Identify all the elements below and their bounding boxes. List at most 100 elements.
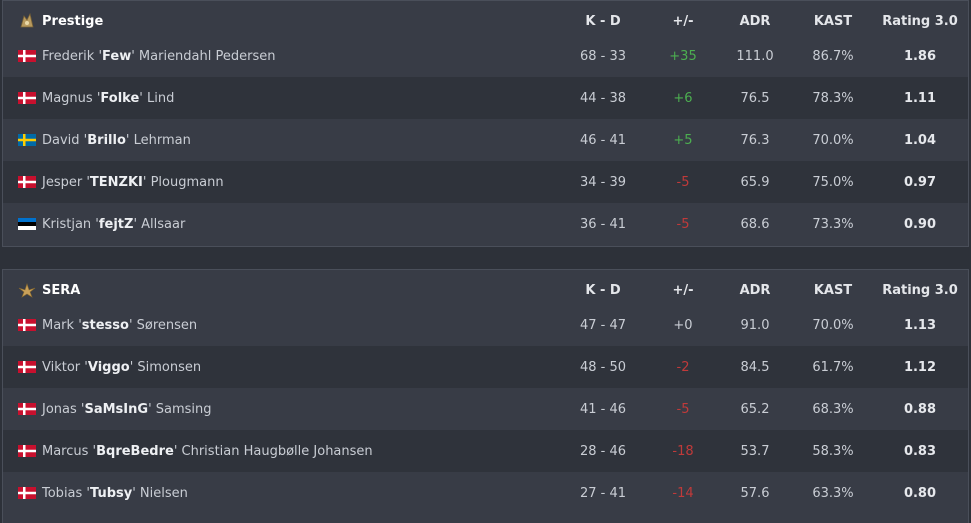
player-row: Mark ' stesso ' Sørensen 47 - 47 +0 91.0 7… — [3, 304, 968, 346]
player-nickname: Viggo — [87, 359, 130, 375]
kast-value: 70.0% — [812, 132, 854, 148]
rating-value: 0.80 — [903, 485, 937, 501]
prestige-logo-icon — [18, 12, 36, 30]
player-first-name: Kristjan ' — [42, 216, 99, 232]
player-first-name: David ' — [42, 132, 88, 148]
kd-value: 68 - 33 — [579, 48, 627, 64]
player-row: Jonas ' SaMsInG ' Samsing 41 - 46 -5 65.2 … — [3, 388, 968, 430]
player-row: David ' Brillo ' Lehrman 46 - 41 +5 76.3 7… — [3, 119, 968, 161]
player-first-name: Marcus ' — [42, 443, 97, 459]
plus-minus-value: +35 — [669, 48, 697, 64]
kd-value: 46 - 41 — [579, 132, 627, 148]
kast-value: 73.3% — [812, 216, 854, 232]
plus-minus-value: +0 — [673, 317, 693, 333]
team-header: SERA — [18, 270, 80, 310]
player-nickname: fejtZ — [98, 216, 134, 232]
player-name[interactable]: Jesper ' TENZKI ' Plougmann — [18, 161, 224, 203]
player-name[interactable]: Frederik ' Few ' Mariendahl Pedersen — [18, 35, 275, 77]
column-header-kd: K - D — [585, 282, 621, 298]
player-first-name: Magnus ' — [42, 90, 101, 106]
denmark-flag-icon — [18, 50, 36, 62]
player-last-name: ' Nielsen — [132, 485, 188, 501]
rating-value: 0.88 — [903, 401, 937, 417]
rating-value: 1.04 — [903, 132, 937, 148]
denmark-flag-icon — [18, 319, 36, 331]
denmark-flag-icon — [18, 176, 36, 188]
player-last-name: ' Christian Haugbølle Johansen — [173, 443, 373, 459]
player-name[interactable]: Kristjan ' fejtZ ' Allsaar — [18, 203, 185, 245]
rating-value: 1.12 — [903, 359, 937, 375]
player-last-name: ' Plougmann — [142, 174, 224, 190]
denmark-flag-icon — [18, 487, 36, 499]
player-row: Kristjan ' fejtZ ' Allsaar 36 - 41 -5 68.6… — [3, 203, 968, 245]
kd-value: 48 - 50 — [579, 359, 627, 375]
adr-value: 91.0 — [740, 317, 770, 333]
kd-value: 41 - 46 — [579, 401, 627, 417]
player-first-name: Tobias ' — [42, 485, 90, 501]
player-first-name: Frederik ' — [42, 48, 103, 64]
kast-value: 63.3% — [812, 485, 854, 501]
player-name[interactable]: Mark ' stesso ' Sørensen — [18, 304, 197, 346]
column-header-adr: ADR — [739, 13, 771, 29]
player-nickname: Tubsy — [90, 485, 133, 501]
kast-value: 75.0% — [812, 174, 854, 190]
denmark-flag-icon — [18, 92, 36, 104]
plus-minus-value: -18 — [672, 443, 694, 459]
player-row: Tobias ' Tubsy ' Nielsen 27 - 41 -14 57.6 … — [3, 472, 968, 514]
player-nickname: Brillo — [87, 132, 126, 148]
sera-logo-icon — [18, 281, 36, 299]
player-row: Marcus ' BqreBedre ' Christian Haugbølle J… — [3, 430, 968, 472]
kast-value: 86.7% — [812, 48, 854, 64]
kd-value: 47 - 47 — [579, 317, 627, 333]
plus-minus-value: -5 — [676, 401, 690, 417]
player-nickname: Folke — [100, 90, 140, 106]
plus-minus-value: +5 — [673, 132, 693, 148]
player-last-name: ' Simonsen — [129, 359, 202, 375]
player-first-name: Viktor ' — [42, 359, 88, 375]
player-nickname: TENZKI — [89, 174, 143, 190]
rating-value: 1.13 — [903, 317, 937, 333]
player-row: Jesper ' TENZKI ' Plougmann 34 - 39 -5 65.… — [3, 161, 968, 203]
player-last-name: ' Samsing — [148, 401, 212, 417]
player-row: Viktor ' Viggo ' Simonsen 48 - 50 -2 84.5 … — [3, 346, 968, 388]
team-stats-table-prestige: Prestige K - D +/- ADR KAST Rating 3.0 F… — [2, 0, 969, 247]
player-row: Magnus ' Folke ' Lind 44 - 38 +6 76.5 78.3… — [3, 77, 968, 119]
player-name[interactable]: David ' Brillo ' Lehrman — [18, 119, 191, 161]
player-nickname: SaMsInG — [84, 401, 149, 417]
adr-value: 68.6 — [740, 216, 770, 232]
kast-value: 70.0% — [812, 317, 854, 333]
column-header-rating: Rating 3.0 — [882, 282, 958, 298]
team-name[interactable]: SERA — [42, 282, 81, 298]
player-first-name: Jesper ' — [42, 174, 90, 190]
player-last-name: ' Lehrman — [125, 132, 191, 148]
player-last-name: ' Lind — [139, 90, 175, 106]
player-name[interactable]: Marcus ' BqreBedre ' Christian Haugbølle J… — [18, 430, 373, 472]
column-header-kast: KAST — [813, 13, 853, 29]
player-name[interactable]: Viktor ' Viggo ' Simonsen — [18, 346, 201, 388]
kast-value: 78.3% — [812, 90, 854, 106]
rating-value: 0.83 — [903, 443, 937, 459]
player-nickname: Few — [102, 48, 132, 64]
adr-value: 53.7 — [740, 443, 770, 459]
kd-value: 36 - 41 — [579, 216, 627, 232]
plus-minus-value: -14 — [672, 485, 694, 501]
rating-value: 1.86 — [903, 48, 937, 64]
kd-value: 27 - 41 — [579, 485, 627, 501]
kast-value: 61.7% — [812, 359, 854, 375]
denmark-flag-icon — [18, 361, 36, 373]
plus-minus-value: +6 — [673, 90, 693, 106]
column-header-plus-minus: +/- — [672, 282, 694, 298]
adr-value: 57.6 — [740, 485, 770, 501]
adr-value: 111.0 — [736, 48, 774, 64]
player-name[interactable]: Magnus ' Folke ' Lind — [18, 77, 174, 119]
team-name[interactable]: Prestige — [42, 13, 104, 29]
plus-minus-value: -2 — [676, 359, 690, 375]
player-first-name: Jonas ' — [42, 401, 85, 417]
column-header-adr: ADR — [739, 282, 771, 298]
rating-value: 1.11 — [903, 90, 937, 106]
adr-value: 65.9 — [740, 174, 770, 190]
player-name[interactable]: Tobias ' Tubsy ' Nielsen — [18, 472, 188, 514]
player-name[interactable]: Jonas ' SaMsInG ' Samsing — [18, 388, 212, 430]
team-stats-table-sera: SERA K - D +/- ADR KAST Rating 3.0 Mark … — [2, 269, 969, 523]
player-last-name: ' Allsaar — [133, 216, 186, 232]
